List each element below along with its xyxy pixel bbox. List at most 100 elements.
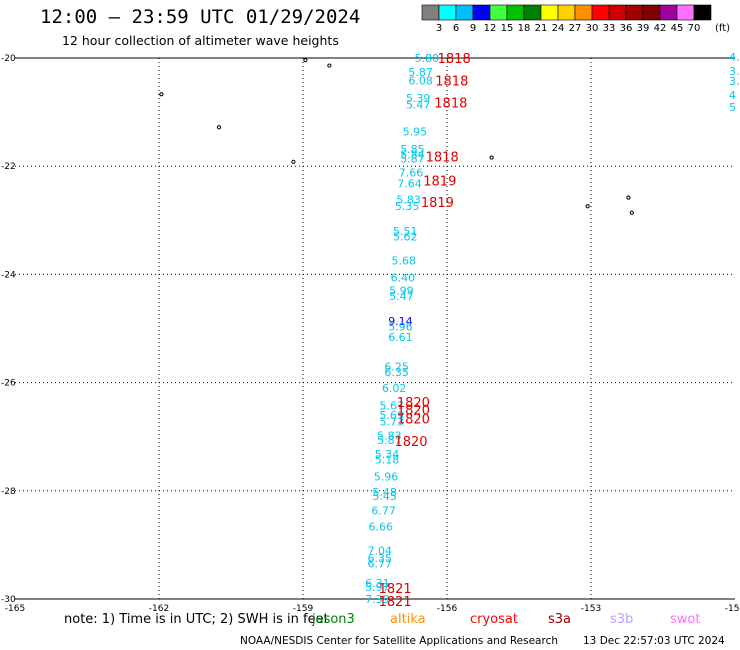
wave-height-value: 5.68	[392, 254, 417, 267]
wave-height-value: 6.61	[388, 331, 413, 344]
axis-tick-labels: -20 -22 -24 -26 -28 -30-165 -162 -159 -156 -153 -1…	[1, 54, 740, 614]
wave-height-value: 5.69	[380, 409, 405, 422]
legend-label: 18	[518, 23, 531, 34]
legend-label: 30	[586, 23, 599, 34]
legend-swatch	[574, 4, 593, 21]
legend-swatch	[693, 4, 712, 21]
legend-swatch	[523, 4, 542, 21]
legend-unit: (ft)	[715, 23, 730, 34]
lat-tick-label: -22	[1, 162, 16, 172]
legend-label: 3	[436, 23, 442, 34]
legend-swatch	[608, 4, 627, 21]
legend-swatch	[625, 4, 644, 21]
lon-tick-label: -165	[5, 604, 25, 614]
legend-label: 15	[501, 23, 514, 34]
wave-height-value: 5.97	[365, 581, 390, 594]
satellite-swot: swot	[670, 612, 701, 627]
wave-height-value: 5.95	[403, 126, 428, 139]
wave-height-value: 5.99	[389, 285, 414, 298]
wave-height-value: 5.80	[415, 52, 440, 65]
legend-swatch	[557, 4, 576, 21]
satellite-s3b: s3b	[610, 612, 634, 627]
wave-height-value: 7.64	[397, 178, 422, 191]
wave-height-value: 6.08	[408, 75, 433, 88]
pass-time-label: 1818	[435, 75, 468, 90]
legend-swatch	[540, 4, 559, 21]
legend-label: 27	[569, 23, 582, 34]
wave-height-value: 6.31	[365, 577, 390, 590]
pass-time-label: 1820	[397, 412, 430, 427]
pass-time-label: 1820	[397, 404, 430, 419]
legend-swatch	[489, 4, 508, 21]
legend-label: 9	[470, 23, 476, 34]
map-subtitle: 12 hour collection of altimeter wave hei…	[62, 33, 339, 48]
lat-tick-label: -24	[1, 270, 16, 280]
island-marker	[489, 155, 494, 160]
wave-height-value: 6.35	[384, 366, 409, 379]
legend-label: 24	[552, 23, 565, 34]
legend-label: 42	[654, 23, 667, 34]
wave-height-value: 7.39	[365, 593, 390, 606]
lon-tick-label: -162	[149, 604, 169, 614]
legend-label: 12	[484, 23, 497, 34]
legend-label: 21	[535, 23, 548, 34]
wave-height-value: 5.18	[375, 453, 400, 466]
legend-swatch	[642, 4, 661, 21]
wave-height-value: 5.73	[380, 416, 405, 429]
color-legend: 3 6 9 12 15 18 21 24 27 30 33 36 39 42 45 70 (ft)	[421, 4, 730, 34]
wave-height-value: 5.34	[375, 448, 400, 461]
legend-swatch	[591, 4, 610, 21]
wave-height-value: 5.96	[388, 320, 413, 333]
edge-wave-label: 5	[729, 101, 736, 114]
legend-swatch	[676, 4, 695, 21]
island-marker	[303, 58, 308, 63]
wave-height-value: 5.84	[400, 148, 425, 161]
wave-height-value: 5.87	[377, 434, 402, 447]
legend-label: 45	[671, 23, 684, 34]
lat-tick-label: -26	[1, 379, 16, 389]
legend-swatch	[438, 4, 457, 21]
wave-height-value: 6.25	[384, 360, 409, 373]
wave-height-value: 5.39	[406, 92, 431, 105]
edge-wave-label: 3.	[729, 75, 740, 88]
wave-height-value: 5.96	[374, 471, 399, 484]
pass-time-label: 1821	[379, 582, 412, 597]
satellite-jason3: jason3	[312, 612, 355, 627]
legend-label: 6	[453, 23, 459, 34]
edge-wave-label: 4	[729, 89, 736, 102]
wave-height-value: 5.67	[380, 399, 405, 412]
wave-height-value: 9.14	[388, 315, 413, 328]
map-frame	[15, 57, 735, 600]
island-marker	[327, 63, 332, 68]
wave-height-value: 5.87	[408, 66, 433, 79]
right-edge-labels: 4.23.3.45	[729, 51, 740, 114]
legend-label: 36	[620, 23, 633, 34]
legend-swatch	[659, 4, 678, 21]
island-marker	[291, 159, 296, 164]
wave-height-value: 7.04	[368, 544, 393, 557]
legend-label: 39	[637, 23, 650, 34]
wave-height-value: 5.47	[389, 290, 414, 303]
wave-height-value: 6.35	[368, 552, 393, 565]
credit-line: NOAA/NESDIS Center for Satellite Applica…	[240, 635, 558, 647]
wave-height-value: 5.87	[400, 153, 425, 166]
wave-height-value: 5.48	[372, 486, 397, 499]
satellite-altika: altika	[390, 612, 426, 627]
wave-height-value: 6.66	[369, 521, 394, 534]
wave-height-value: 6.40	[391, 272, 416, 285]
wave-height-value: 6.02	[382, 382, 407, 395]
wave-height-value: 5.62	[393, 231, 418, 244]
pass-time-label: 1820	[394, 435, 427, 450]
pass-time-label: 1818	[426, 150, 459, 165]
lon-tick-label: -150	[725, 604, 740, 614]
lat-tick-label: -30	[1, 595, 16, 605]
pass-time-label: 1818	[438, 52, 471, 67]
satellite-cryosat: cryosat	[470, 612, 518, 627]
wave-height-value: 5.51	[393, 225, 418, 238]
wave-height-value: 5.83	[396, 194, 421, 207]
wave-height-value: 6.77	[371, 504, 396, 517]
island-marker	[159, 92, 164, 97]
wave-height-value: 5.47	[406, 99, 431, 112]
pass-time-label: 1821	[379, 595, 412, 610]
